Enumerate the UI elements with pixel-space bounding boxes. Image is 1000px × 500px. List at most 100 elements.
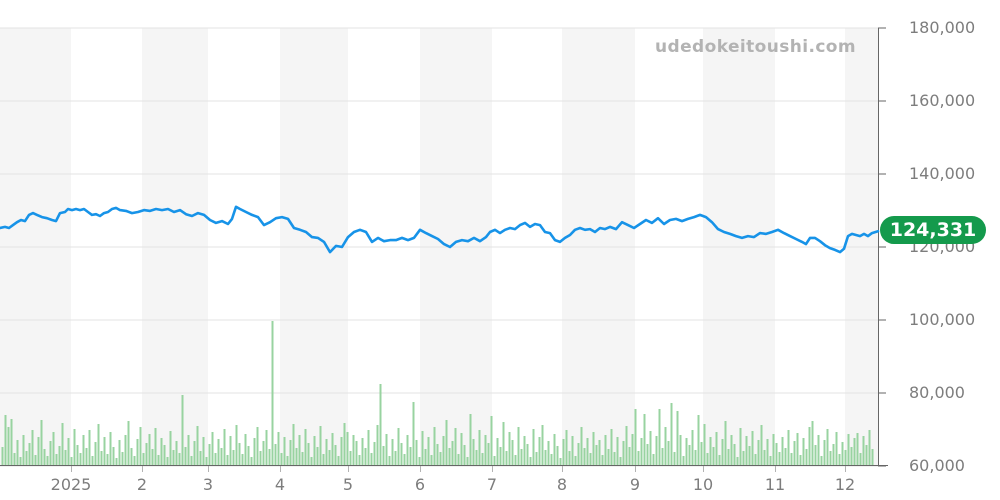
volume-bar <box>337 456 340 465</box>
volume-bar <box>514 455 517 465</box>
y-tick-label: 160,000 <box>909 91 976 110</box>
volume-bar <box>340 437 343 465</box>
volume-bar <box>547 441 550 465</box>
volume-bar <box>499 447 502 465</box>
volume-bar <box>349 451 352 465</box>
volume-bar <box>157 455 160 465</box>
volume-bar <box>865 445 868 465</box>
volume-bar <box>658 409 661 465</box>
volume-bar <box>394 451 397 465</box>
volume-bar <box>592 432 595 465</box>
volume-bar <box>250 457 253 465</box>
volume-bar <box>19 457 22 465</box>
volume-bar <box>637 451 640 465</box>
volume-bar <box>760 425 763 465</box>
volume-bar <box>43 449 46 465</box>
volume-bar <box>268 449 271 465</box>
volume-bar <box>211 432 214 465</box>
volume-bar <box>367 430 370 465</box>
volume-bar <box>430 455 433 465</box>
volume-bar <box>214 453 217 465</box>
volume-bar <box>148 434 151 465</box>
volume-bar <box>571 436 574 465</box>
volume-bar <box>22 435 25 465</box>
x-tick-label: 3 <box>202 475 214 494</box>
volume-bar <box>487 443 490 465</box>
volume-bar <box>277 432 280 465</box>
volume-bar <box>298 435 301 465</box>
volume-bar <box>805 449 808 465</box>
volume-bar <box>622 441 625 465</box>
price-line <box>0 205 880 254</box>
volume-bar <box>322 454 325 465</box>
volume-bar <box>112 447 115 465</box>
volume-bar <box>82 435 85 465</box>
volume-bar <box>433 427 436 465</box>
volume-bar <box>34 455 37 465</box>
volume-bar <box>826 429 829 465</box>
volume-bar <box>682 456 685 465</box>
volume-bar <box>352 435 355 465</box>
volume-bar <box>529 457 532 465</box>
volume-bar <box>505 451 508 465</box>
volume-bar <box>178 453 181 465</box>
volume-bar <box>712 447 715 465</box>
volume-bar <box>829 451 832 465</box>
volume-bar <box>418 457 421 465</box>
volume-bar <box>523 436 526 465</box>
volume-bar <box>871 449 874 465</box>
volume-bar <box>763 450 766 465</box>
y-tick-label: 80,000 <box>909 383 965 402</box>
volume-bar <box>241 454 244 465</box>
volume-bar <box>73 429 76 465</box>
volume-bar <box>751 431 754 465</box>
volume-bar <box>121 452 124 465</box>
volume-bar <box>280 453 283 465</box>
volume-bar <box>667 441 670 465</box>
watermark-text: udedokeitoushi.com <box>655 37 856 57</box>
volume-bar <box>370 453 373 465</box>
volume-bar <box>652 454 655 465</box>
volume-bar <box>130 448 133 465</box>
volume-bar <box>454 428 457 465</box>
volume-bar <box>103 437 106 465</box>
volume-bar <box>607 449 610 465</box>
volume-bar <box>796 433 799 465</box>
volume-bar <box>766 439 769 465</box>
x-tick-label: 10 <box>692 475 714 494</box>
volume-bar <box>601 455 604 465</box>
volume-bar <box>484 435 487 465</box>
volume-bar <box>70 457 73 465</box>
volume-bar <box>136 439 139 465</box>
volume-bar <box>334 445 337 465</box>
volume-bar <box>376 425 379 465</box>
volume-bar <box>358 455 361 465</box>
volume-bar <box>187 435 190 465</box>
volume-bar <box>676 411 679 465</box>
volume-bar <box>361 438 364 465</box>
x-tick-label: 2 <box>136 475 148 494</box>
volume-bar <box>610 429 613 465</box>
volume-bar <box>10 419 13 465</box>
x-tick-label: 8 <box>556 475 568 494</box>
volume-bar <box>427 437 430 465</box>
volume-bar <box>478 430 481 465</box>
volume-bar <box>160 438 163 465</box>
volume-bar <box>718 455 721 465</box>
volume-bar <box>163 445 166 465</box>
x-tick-label: 6 <box>414 475 426 494</box>
volume-bar <box>664 427 667 465</box>
volume-bar <box>319 426 322 465</box>
volume-bar <box>262 441 265 465</box>
volume-bar <box>697 415 700 465</box>
volume-bar <box>463 445 466 465</box>
volume-bar <box>526 444 529 465</box>
x-tick-label: 5 <box>342 475 354 494</box>
volume-bar <box>346 432 349 465</box>
volume-bar <box>583 448 586 465</box>
volume-bar <box>703 424 706 465</box>
volume-bar <box>838 454 841 465</box>
volume-bar <box>25 451 28 465</box>
volume-bar <box>730 435 733 465</box>
